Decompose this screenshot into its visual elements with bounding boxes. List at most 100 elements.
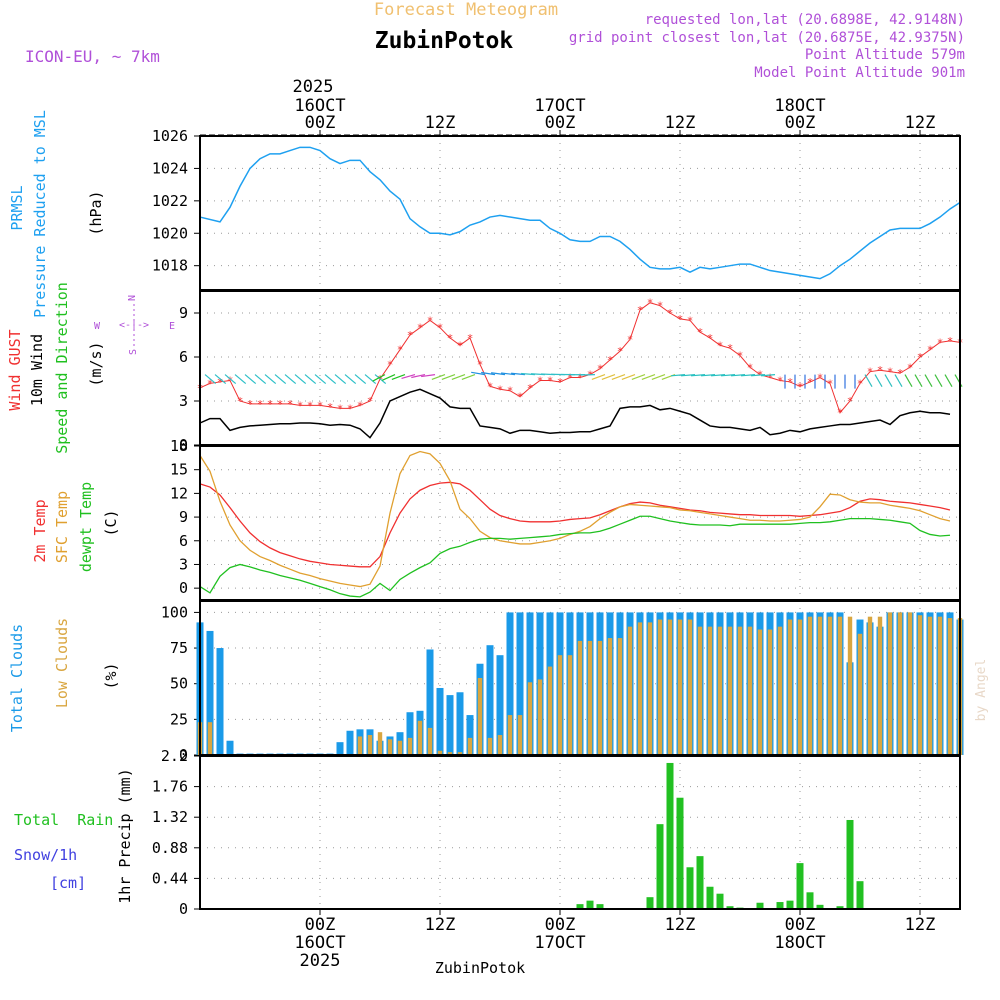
gust-marker: * <box>787 376 794 389</box>
low-cloud-bar <box>707 626 713 755</box>
gust-marker: * <box>867 366 874 379</box>
clouds-ytick-label: 75 <box>170 639 188 657</box>
gust-marker: * <box>577 372 584 385</box>
gust-marker: * <box>307 399 314 412</box>
gust-marker: * <box>267 398 274 411</box>
low-cloud-bar <box>827 616 833 755</box>
clouds-ytick-label: 100 <box>161 603 188 621</box>
low-cloud-bar <box>457 752 463 755</box>
rain-bar <box>806 892 814 909</box>
location-title: ZubinPotok <box>375 28 514 54</box>
low-cloud-bar <box>487 737 493 755</box>
prmsl-label: PRMSL <box>8 185 26 230</box>
wind-ytick-label: 9 <box>179 304 188 322</box>
gust-marker: * <box>687 314 694 327</box>
wind-direction-arrow <box>381 374 396 381</box>
wind-direction-arrow <box>681 374 696 377</box>
gust-marker: * <box>477 358 484 371</box>
total-cloud-bar <box>506 612 514 755</box>
wind-gust-line <box>199 302 961 414</box>
wind-direction-arrow <box>601 374 616 380</box>
low-cloud-bar <box>667 619 673 755</box>
gust-marker: * <box>857 377 864 390</box>
compass-s: S <box>128 349 139 355</box>
wind-direction-arrow <box>314 374 327 385</box>
wind-direction-arrow <box>491 372 506 376</box>
gust-marker: * <box>367 395 374 408</box>
temp-ytick-label: 12 <box>170 484 188 502</box>
rain-bar <box>756 902 764 909</box>
wind-direction-arrow <box>924 374 933 388</box>
low-cloud-bar <box>547 666 553 755</box>
wind-direction-arrow <box>671 374 686 377</box>
precip-frame <box>199 755 961 910</box>
low-cloud-bar <box>587 640 593 755</box>
low-cloud-bar <box>697 626 703 755</box>
rain-bar <box>596 904 604 909</box>
top-time-label: 00Z <box>545 113 576 133</box>
clouds-ytick-label: 25 <box>170 710 188 728</box>
low-cloud-bar <box>407 737 413 755</box>
wind-direction-arrow <box>234 374 247 385</box>
compass-e: E <box>169 321 175 332</box>
gust-marker: * <box>617 345 624 358</box>
precip-ytick-label: 0 <box>179 900 188 918</box>
wind-direction-arrow <box>471 371 486 376</box>
low-cloud-bar <box>907 612 913 755</box>
temp-panel: 0 3 6 9 12 15 18 <box>170 437 960 600</box>
rain-bar <box>776 902 784 909</box>
precip-ytick-label: 0.44 <box>152 869 188 887</box>
low-cloud-bar <box>847 616 853 755</box>
gust-marker: * <box>417 322 424 335</box>
total-cloud-bar <box>516 612 524 755</box>
wind-direction-arrow <box>711 374 726 377</box>
gust-marker: * <box>527 382 534 395</box>
gust-marker: * <box>797 380 804 393</box>
low-cloud-bar <box>777 626 783 755</box>
gust-marker: * <box>447 332 454 345</box>
temp-2m-label: 2m Temp <box>31 499 49 562</box>
gust-marker: * <box>637 304 644 317</box>
wind-direction-arrow <box>721 374 736 377</box>
bottom-time-label: 00Z <box>305 915 336 935</box>
gust-marker: * <box>827 377 834 390</box>
clouds-ytick-label: 0 <box>179 746 188 764</box>
low-cloud-bar <box>577 640 583 755</box>
wind-direction-arrow <box>284 374 297 385</box>
clouds-ytick-label: 50 <box>170 675 188 693</box>
gust-marker: * <box>227 374 234 387</box>
low-cloud-bar <box>437 750 443 755</box>
wind-direction-arrow <box>481 371 496 376</box>
gust-marker: * <box>237 395 244 408</box>
gust-marker: * <box>877 364 884 377</box>
prmsl-line <box>199 146 961 280</box>
low-cloud-bar <box>857 633 863 755</box>
precip-panel-labels: Total Rain Snow/1h [cm] 1hr Precip (mm) <box>14 768 134 903</box>
precip-ylabel: 1hr Precip (mm) <box>116 768 134 903</box>
low-cloud-bar <box>387 739 393 755</box>
low-cloud-bar <box>367 735 373 755</box>
wind-direction-arrow <box>591 374 606 380</box>
gust-marker: * <box>487 380 494 393</box>
wind-direction-arrow <box>274 374 287 385</box>
top-time-label: 17OCT <box>534 96 585 116</box>
wind-direction-arrow <box>621 374 636 380</box>
pressure-panel: 1018 1020 1022 1024 1026 <box>152 127 961 290</box>
point-altitude: Point Altitude 579m <box>805 47 965 63</box>
temp-sfc-label: SFC Temp <box>53 491 71 563</box>
rain-bar <box>856 881 864 909</box>
temp-dewpt-line <box>199 515 951 598</box>
gust-marker: * <box>247 398 254 411</box>
gust-marker: * <box>427 314 434 327</box>
total-cloud-bar <box>346 730 354 755</box>
wind-direction-arrow <box>751 374 766 377</box>
temp-ytick-label: 6 <box>179 532 188 550</box>
pressure-ytick-label: 1026 <box>152 127 188 145</box>
closest-coords: grid point closest lon,lat (20.6875E, 42… <box>569 30 965 46</box>
gust-marker: * <box>947 335 954 348</box>
total-cloud-bar <box>496 655 504 755</box>
